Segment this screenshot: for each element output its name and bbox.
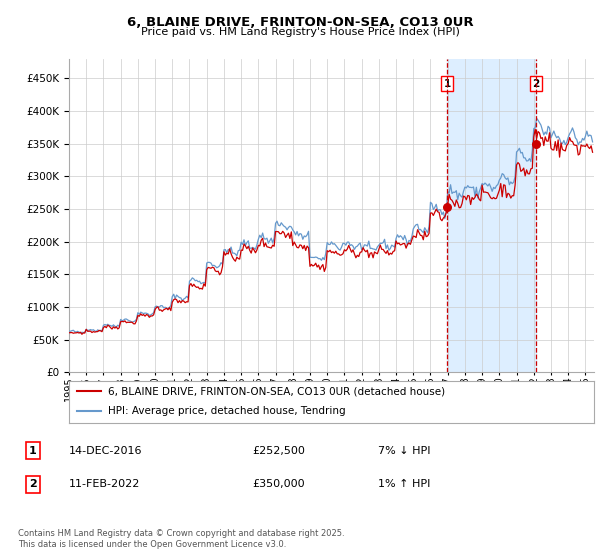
Text: £252,500: £252,500 [252,446,305,456]
Text: £350,000: £350,000 [252,479,305,489]
Point [531,139,541,148]
Text: Contains HM Land Registry data © Crown copyright and database right 2025.
This d: Contains HM Land Registry data © Crown c… [18,529,344,549]
Text: 6, BLAINE DRIVE, FRINTON-ON-SEA, CO13 0UR (detached house): 6, BLAINE DRIVE, FRINTON-ON-SEA, CO13 0U… [109,386,445,396]
Text: 7% ↓ HPI: 7% ↓ HPI [378,446,431,456]
Text: HPI: Average price, detached house, Tendring: HPI: Average price, detached house, Tend… [109,406,346,416]
Text: 14-DEC-2016: 14-DEC-2016 [69,446,143,456]
Text: 2: 2 [532,79,539,89]
Text: 1: 1 [29,446,37,456]
Point [442,203,452,212]
Text: 6, BLAINE DRIVE, FRINTON-ON-SEA, CO13 0UR: 6, BLAINE DRIVE, FRINTON-ON-SEA, CO13 0U… [127,16,473,29]
Text: 1: 1 [443,79,451,89]
Text: Price paid vs. HM Land Registry's House Price Index (HPI): Price paid vs. HM Land Registry's House … [140,27,460,37]
Text: 11-FEB-2022: 11-FEB-2022 [69,479,140,489]
Bar [447,59,536,372]
Text: 1% ↑ HPI: 1% ↑ HPI [378,479,430,489]
Text: 2: 2 [29,479,37,489]
